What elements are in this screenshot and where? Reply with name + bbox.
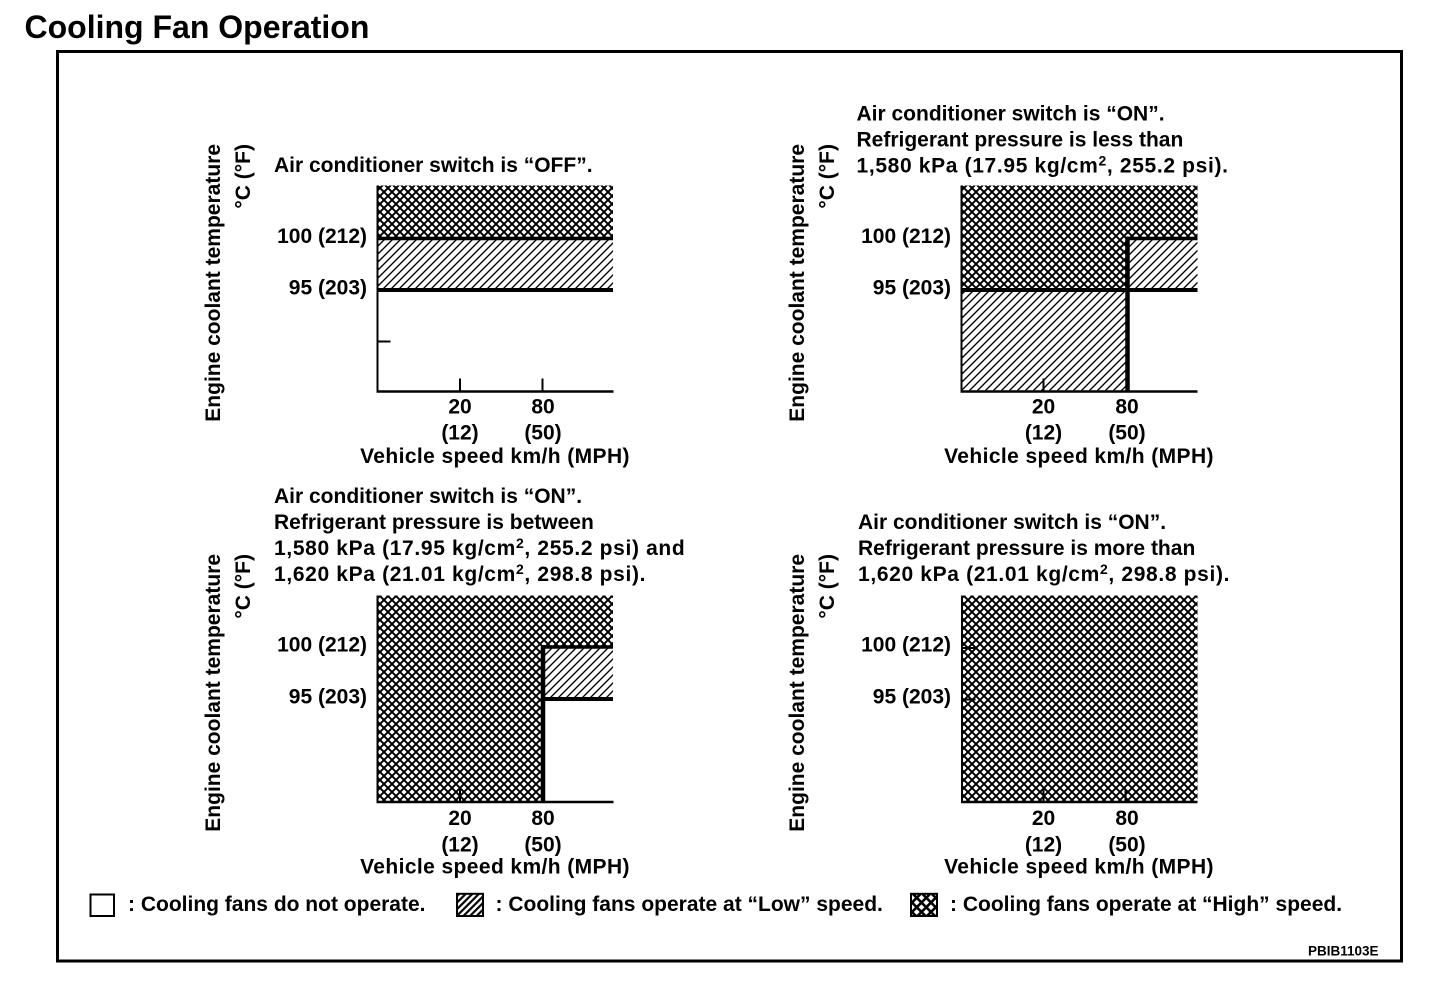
svg-text:Engine coolant temperature: Engine coolant temperature <box>786 554 809 832</box>
svg-text:°C (°F): °C (°F) <box>816 144 839 209</box>
svg-text:80: 80 <box>1115 396 1138 419</box>
svg-text:Engine coolant temperature: Engine coolant temperature <box>202 144 225 422</box>
svg-text:Vehicle speed km/h (MPH): Vehicle speed km/h (MPH) <box>944 445 1214 468</box>
svg-text:Cooling Fan Operation: Cooling Fan Operation <box>25 9 370 45</box>
svg-text:(50): (50) <box>524 834 561 857</box>
svg-text:1,620 kPa (21.01 kg/cm2, 298.8: 1,620 kPa (21.01 kg/cm2, 298.8 psi). <box>274 561 646 586</box>
svg-text:Vehicle speed km/h (MPH): Vehicle speed km/h (MPH) <box>360 856 630 879</box>
svg-text:Engine coolant temperature: Engine coolant temperature <box>786 144 809 422</box>
svg-text:20: 20 <box>1032 807 1055 830</box>
svg-text:100 (212): 100 (212) <box>277 225 367 248</box>
svg-text:(12): (12) <box>1025 422 1062 445</box>
svg-text:(12): (12) <box>441 834 478 857</box>
svg-text:°C (°F): °C (°F) <box>232 144 255 209</box>
svg-text:Air conditioner switch is “OFF: Air conditioner switch is “OFF”. <box>274 154 593 177</box>
svg-text:: Cooling fans operate at “Low: : Cooling fans operate at “Low” speed. <box>496 893 883 916</box>
svg-text:Refrigerant pressure is less t: Refrigerant pressure is less than <box>857 129 1184 152</box>
svg-text:80: 80 <box>531 807 554 830</box>
svg-text:95 (203): 95 (203) <box>289 686 367 709</box>
svg-text:(50): (50) <box>1108 834 1145 857</box>
svg-text:Air conditioner switch is “ON”: Air conditioner switch is “ON”. <box>274 485 582 508</box>
svg-text:Engine coolant temperature: Engine coolant temperature <box>202 554 225 832</box>
svg-text:95 (203): 95 (203) <box>873 277 951 300</box>
svg-text:: Cooling fans do not operate.: : Cooling fans do not operate. <box>128 893 426 916</box>
svg-text:Air conditioner switch is “ON”: Air conditioner switch is “ON”. <box>858 511 1166 534</box>
svg-text:Air conditioner switch is “ON”: Air conditioner switch is “ON”. <box>857 103 1165 126</box>
svg-text:100 (212): 100 (212) <box>861 634 951 657</box>
svg-text:Vehicle speed km/h (MPH): Vehicle speed km/h (MPH) <box>360 445 630 468</box>
svg-text:1,580 kPa (17.95 kg/cm2, 255.2: 1,580 kPa (17.95 kg/cm2, 255.2 psi) and <box>274 535 685 560</box>
svg-text:95 (203): 95 (203) <box>289 277 367 300</box>
svg-text:Refrigerant pressure is more t: Refrigerant pressure is more than <box>858 537 1195 560</box>
svg-text:(50): (50) <box>1108 422 1145 445</box>
svg-text:20: 20 <box>448 807 471 830</box>
svg-text:100 (212): 100 (212) <box>861 225 951 248</box>
svg-text:PBIB1103E: PBIB1103E <box>1308 944 1379 959</box>
svg-text:Refrigerant pressure is betwee: Refrigerant pressure is between <box>274 511 594 534</box>
svg-text:°C (°F): °C (°F) <box>816 554 839 619</box>
svg-text:1,620 kPa (21.01 kg/cm2, 298.8: 1,620 kPa (21.01 kg/cm2, 298.8 psi). <box>858 561 1230 586</box>
svg-text:20: 20 <box>448 396 471 419</box>
svg-text:(50): (50) <box>524 422 561 445</box>
svg-text:20: 20 <box>1032 396 1055 419</box>
svg-text:(12): (12) <box>1025 834 1062 857</box>
svg-text:°C (°F): °C (°F) <box>232 554 255 619</box>
svg-text:1,580 kPa (17.95 kg/cm2, 255.2: 1,580 kPa (17.95 kg/cm2, 255.2 psi). <box>857 153 1229 178</box>
svg-text:80: 80 <box>531 396 554 419</box>
svg-text:(12): (12) <box>441 422 478 445</box>
svg-text:Vehicle speed km/h (MPH): Vehicle speed km/h (MPH) <box>944 856 1214 879</box>
svg-text:95 (203): 95 (203) <box>873 686 951 709</box>
svg-text:100 (212): 100 (212) <box>277 634 367 657</box>
svg-text:: Cooling fans operate at “Hig: : Cooling fans operate at “High” speed. <box>950 893 1342 916</box>
svg-text:80: 80 <box>1115 807 1138 830</box>
